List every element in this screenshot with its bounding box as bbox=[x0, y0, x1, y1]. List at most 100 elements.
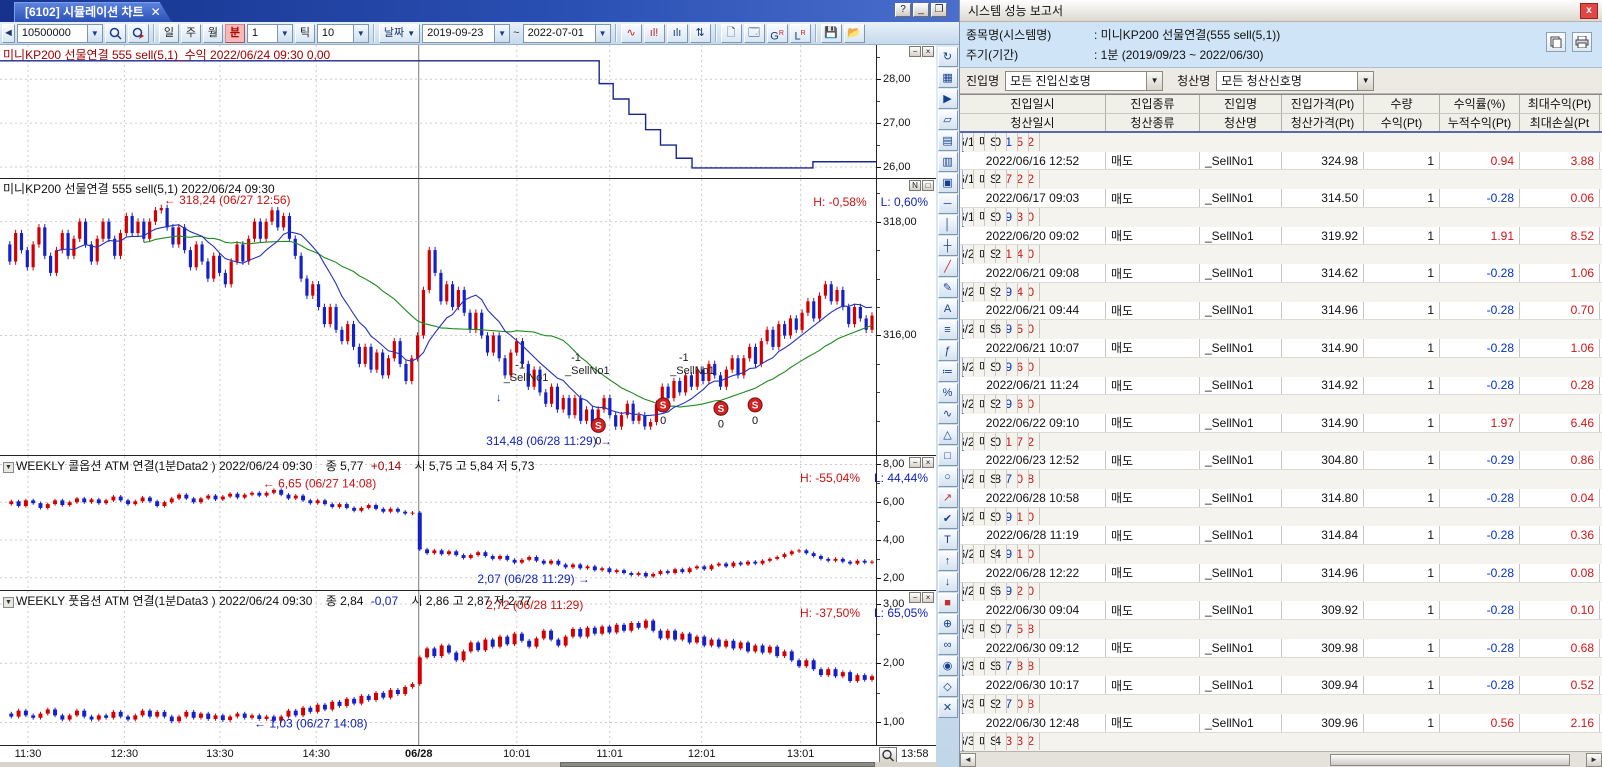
column-header[interactable]: 진입종류 bbox=[1106, 95, 1200, 113]
table-row[interactable]: 2022/06/30 15:16매도청산(당일StopEndOfDa308.14… bbox=[962, 732, 1040, 752]
date-mode-button[interactable]: 날짜 ▼ bbox=[378, 23, 421, 43]
drawing-tool-19-icon[interactable]: □ bbox=[937, 446, 958, 466]
collapse-icon[interactable]: ▼ bbox=[3, 597, 14, 608]
search-back-icon[interactable] bbox=[127, 23, 149, 43]
toolbar-scroll-left-icon[interactable]: ◄ bbox=[2, 23, 15, 43]
table-row[interactable]: 2022/06/21 10:02매도청산(손절StopLoss315.76-0.… bbox=[962, 320, 1040, 340]
column-header[interactable]: 진입일시 bbox=[960, 95, 1106, 113]
drawing-tool-9-icon[interactable]: ┼ bbox=[937, 236, 958, 256]
equity-plot[interactable] bbox=[0, 45, 876, 178]
drawing-tool-15-icon[interactable]: ≔ bbox=[937, 362, 958, 382]
zoom-icon[interactable] bbox=[879, 747, 897, 763]
restore-l-icon[interactable]: LR bbox=[789, 23, 811, 43]
tick-button[interactable]: 틱 bbox=[294, 23, 315, 43]
panel-close-icon[interactable]: × bbox=[922, 457, 935, 468]
drawing-tool-23-icon[interactable]: T bbox=[937, 530, 958, 550]
column-header[interactable]: 진입가격(Pt) bbox=[1282, 95, 1364, 113]
chart-hscrollbar[interactable] bbox=[0, 762, 937, 767]
drawing-tool-13-icon[interactable]: ≡ bbox=[937, 320, 958, 340]
table-row[interactable]: 2022/06/30 09:25매도청산(손절StopLoss310.76-0.… bbox=[962, 657, 1040, 677]
panel-close-icon[interactable]: × bbox=[922, 46, 935, 57]
panel-close-icon[interactable]: × bbox=[922, 592, 935, 603]
chart-hscroll-thumb[interactable] bbox=[560, 762, 875, 767]
drawing-tool-3-icon[interactable]: ▱ bbox=[937, 110, 958, 130]
volume-alert-icon[interactable]: ıl! bbox=[643, 23, 665, 43]
period-month-button[interactable]: 월 bbox=[202, 23, 223, 43]
drawing-tool-10-icon[interactable]: ╱ bbox=[937, 257, 958, 277]
chevron-down-icon[interactable]: ▼ bbox=[352, 24, 368, 42]
drawing-tool-4-icon[interactable]: ▤ bbox=[937, 131, 958, 151]
table-row[interactable]: 2022/06/30 10:17 매도 _SellNo1 309.94 1 -0.28 0.… bbox=[960, 676, 1602, 696]
print-icon[interactable] bbox=[1572, 32, 1592, 52]
column-header[interactable]: 최대손실(Pt bbox=[1520, 113, 1600, 131]
new-document-icon[interactable]: 🗋 bbox=[720, 23, 742, 43]
table-row[interactable]: 2022/06/16 12:52 매도 _SellNo1 324.98 1 0.94 3.8… bbox=[960, 151, 1602, 171]
column-header[interactable]: 수량 bbox=[1364, 95, 1440, 113]
column-header[interactable]: 수익률(%) bbox=[1440, 95, 1520, 113]
table-row[interactable]: 2022/06/17 09:04매도청산(손절StopLoss315.30-0.… bbox=[962, 207, 1040, 227]
table-row[interactable]: 2022/06/28 12:36매도청산(손절StopLoss315.76-0.… bbox=[962, 582, 1040, 602]
main-chart-plot[interactable]: S 0 S 0 S 0 S 0 -1 _SellNo1 -1 _SellNo1 -1 _SellNo1 ↓ ←… bbox=[0, 179, 876, 455]
panel-minimize-icon[interactable]: − bbox=[909, 592, 922, 603]
date-to-combo[interactable]: 2022-07-01 ▼ bbox=[522, 23, 611, 43]
table-row[interactable]: 2022/06/30 12:48 매도 _SellNo1 309.96 1 0.56 2.1… bbox=[960, 713, 1602, 733]
volume-bars-icon[interactable]: ılı bbox=[666, 23, 688, 43]
table-row[interactable]: 2022/06/17 09:03 매도 _SellNo1 314.50 1 -0.28 0.… bbox=[960, 189, 1602, 208]
panel-minimize-icon[interactable]: − bbox=[909, 46, 922, 57]
column-header[interactable]: 수익(Pt) bbox=[1364, 113, 1440, 131]
drawing-tool-7-icon[interactable]: ─ bbox=[937, 194, 958, 214]
table-row[interactable]: 2022/06/30 09:06매도청산(손절StopLoss310.70-0.… bbox=[962, 620, 1040, 639]
table-row[interactable]: 2022/06/28 10:58 매도 _SellNo1 314.80 1 -0.28 0.… bbox=[960, 488, 1602, 508]
drawing-tool-17-icon[interactable]: ∿ bbox=[937, 404, 958, 424]
drawing-tool-1-icon[interactable]: ▦ bbox=[937, 68, 958, 88]
table-row[interactable]: 2022/06/28 12:22 매도 _SellNo1 314.96 1 -0.28 0.… bbox=[960, 563, 1602, 583]
save-icon[interactable]: 💾 bbox=[820, 23, 842, 43]
drawing-tool-11-icon[interactable]: ✎ bbox=[937, 278, 958, 298]
open-folder-icon[interactable]: 📂 bbox=[843, 23, 865, 43]
drawing-tool-24-icon[interactable]: ↑ bbox=[937, 551, 958, 571]
collapse-icon[interactable]: ▼ bbox=[3, 462, 14, 473]
drawing-tool-30-icon[interactable]: ◇ bbox=[937, 677, 958, 697]
table-row[interactable]: 2022/06/21 09:44 매도 _SellNo1 314.96 1 -0.28 0.… bbox=[960, 301, 1602, 321]
tick-count-combo[interactable]: 10 ▼ bbox=[316, 23, 369, 43]
put-option-plot[interactable]: 2,72 (06/28 11:29) ← 1,03 (06/27 14:08) bbox=[0, 591, 876, 745]
panel-minimize-icon[interactable]: − bbox=[909, 457, 922, 468]
drawing-tool-22-icon[interactable]: ✔ bbox=[937, 509, 958, 529]
column-header[interactable]: 청산가격(Pt) bbox=[1282, 113, 1364, 131]
drawing-tool-28-icon[interactable]: ∞ bbox=[937, 635, 958, 655]
signal-line-icon[interactable]: ∿ bbox=[620, 23, 642, 43]
table-row[interactable]: 2022/06/30 10:40매도청산(손절StopLoss310.72-0.… bbox=[962, 695, 1040, 714]
chevron-down-icon[interactable]: ▼ bbox=[594, 24, 610, 42]
table-row[interactable]: 2022/06/28 11:07매도청산(손절StopLoss315.60-0.… bbox=[962, 507, 1040, 527]
period-minute-button[interactable]: 분 bbox=[224, 23, 245, 43]
call-option-plot[interactable]: ← 6,65 (06/27 14:08) 2,07 (06/28 11:29) → bbox=[0, 456, 876, 590]
column-header[interactable]: 청산종류 bbox=[1106, 113, 1200, 131]
table-row[interactable]: 2022/06/21 12:14매도청산(손절StopLoss315.72-0.… bbox=[962, 395, 1040, 415]
sort-updown-icon[interactable]: ⇅ bbox=[689, 23, 711, 43]
symbol-code-combo[interactable]: 10500000 ▼ bbox=[16, 23, 103, 43]
drawing-tool-6-icon[interactable]: ▣ bbox=[937, 173, 958, 193]
panel-n-icon[interactable]: N bbox=[909, 180, 922, 191]
column-header[interactable]: 진입명 bbox=[1200, 95, 1282, 113]
drawing-tool-14-icon[interactable]: ƒ bbox=[937, 341, 958, 361]
exit-filter-combo[interactable]: 모든 청산신호명 ▼ bbox=[1216, 70, 1375, 91]
table-row[interactable]: 2022/06/21 09:08 매도 _SellNo1 314.62 1 -0.28 1.… bbox=[960, 264, 1602, 283]
drawing-tool-21-icon[interactable]: ↗ bbox=[937, 488, 958, 508]
chart-copy-icon[interactable]: 🗔 bbox=[743, 23, 765, 43]
minimize-button[interactable]: _ bbox=[913, 3, 929, 17]
chart-window-tab[interactable]: [6102] 시뮬레이션 차트 ✕ bbox=[14, 2, 172, 22]
table-row[interactable]: 2022/06/28 11:52매도청산(손절StopLoss315.64-0.… bbox=[962, 545, 1040, 564]
maximize-button[interactable]: ❐ bbox=[931, 3, 947, 17]
drawing-tool-31-icon[interactable]: ✕ bbox=[937, 698, 958, 718]
table-row[interactable]: 2022/06/20 09:02 매도 _SellNo1 319.92 1 1.91 8.5… bbox=[960, 226, 1602, 246]
copy-icon[interactable] bbox=[1546, 32, 1566, 52]
search-icon[interactable] bbox=[104, 23, 126, 43]
drawing-tool-20-icon[interactable]: ○ bbox=[937, 467, 958, 487]
table-row[interactable]: 2022/06/21 11:24 매도 _SellNo1 314.92 1 -0.28 0.… bbox=[960, 376, 1602, 396]
column-header[interactable]: 누적수익(Pt) bbox=[1440, 113, 1520, 131]
panel-restore-icon[interactable]: □ bbox=[922, 180, 935, 191]
drawing-tool-16-icon[interactable]: % bbox=[937, 383, 958, 403]
restore-g-icon[interactable]: GR bbox=[766, 23, 788, 43]
chevron-down-icon[interactable]: ▼ bbox=[1357, 71, 1374, 90]
period-day-button[interactable]: 일 bbox=[158, 23, 179, 43]
